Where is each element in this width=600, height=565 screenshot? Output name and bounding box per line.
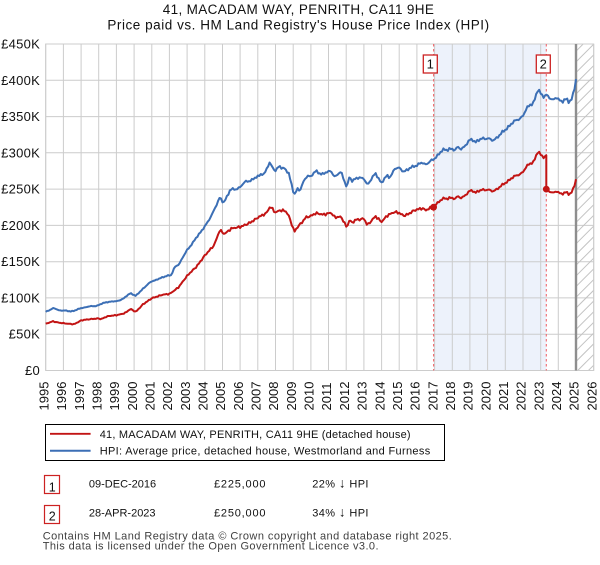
svg-text:2001: 2001 — [143, 382, 158, 411]
svg-text:2025: 2025 — [567, 382, 582, 411]
svg-text:34% ↓ HPI: 34% ↓ HPI — [312, 504, 369, 519]
svg-text:2009: 2009 — [284, 382, 299, 411]
svg-text:This data is licensed under th: This data is licensed under the Open Gov… — [43, 541, 379, 553]
svg-text:£250K: £250K — [1, 182, 40, 197]
svg-text:£0: £0 — [25, 363, 40, 378]
svg-text:2011: 2011 — [319, 383, 334, 411]
svg-text:2: 2 — [540, 57, 547, 72]
svg-text:41, MACADAM WAY, PENRITH, CA11: 41, MACADAM WAY, PENRITH, CA11 9HE — [163, 2, 434, 17]
svg-text:£150K: £150K — [1, 254, 40, 269]
svg-text:Price paid vs. HM Land Registr: Price paid vs. HM Land Registry's House … — [107, 18, 489, 33]
svg-text:£450K: £450K — [1, 37, 40, 52]
svg-text:2013: 2013 — [355, 382, 370, 411]
svg-text:2019: 2019 — [461, 382, 476, 411]
svg-text:£300K: £300K — [1, 145, 40, 160]
svg-text:2021: 2021 — [496, 382, 511, 411]
svg-text:£200K: £200K — [1, 218, 40, 233]
svg-text:HPI: Average price, detached h: HPI: Average price, detached house, West… — [100, 446, 431, 458]
svg-text:09-DEC-2016: 09-DEC-2016 — [89, 478, 156, 490]
svg-text:2004: 2004 — [196, 382, 211, 411]
svg-text:1997: 1997 — [72, 382, 87, 411]
svg-text:£350K: £350K — [1, 109, 40, 124]
svg-text:£50K: £50K — [9, 327, 40, 342]
svg-text:1: 1 — [49, 480, 56, 494]
svg-text:2026: 2026 — [584, 382, 599, 411]
svg-text:2006: 2006 — [231, 382, 246, 411]
svg-text:£225,000: £225,000 — [214, 478, 266, 490]
svg-text:£250,000: £250,000 — [214, 507, 266, 519]
svg-text:2016: 2016 — [408, 382, 423, 411]
svg-text:2010: 2010 — [302, 382, 317, 411]
svg-text:2022: 2022 — [514, 382, 529, 411]
svg-text:2020: 2020 — [478, 382, 493, 411]
svg-text:1: 1 — [427, 57, 434, 72]
svg-text:41, MACADAM WAY, PENRITH, CA11: 41, MACADAM WAY, PENRITH, CA11 9HE (deta… — [100, 429, 411, 441]
svg-text:2003: 2003 — [178, 382, 193, 411]
svg-text:£400K: £400K — [1, 73, 40, 88]
svg-text:£100K: £100K — [1, 290, 40, 305]
svg-text:1999: 1999 — [107, 382, 122, 411]
svg-text:2000: 2000 — [125, 382, 140, 411]
svg-text:22% ↓ HPI: 22% ↓ HPI — [312, 475, 369, 490]
svg-text:1998: 1998 — [89, 382, 104, 411]
svg-text:2023: 2023 — [531, 382, 546, 411]
svg-text:2005: 2005 — [213, 382, 228, 411]
svg-text:2015: 2015 — [390, 382, 405, 411]
svg-text:1995: 1995 — [36, 382, 51, 411]
svg-text:28-APR-2023: 28-APR-2023 — [89, 507, 156, 519]
svg-text:2007: 2007 — [249, 382, 264, 411]
svg-text:2024: 2024 — [549, 382, 564, 411]
svg-text:2: 2 — [49, 510, 56, 524]
svg-text:2002: 2002 — [160, 382, 175, 411]
svg-text:1996: 1996 — [54, 382, 69, 411]
svg-text:2008: 2008 — [266, 382, 281, 411]
svg-text:2014: 2014 — [372, 382, 387, 411]
svg-text:2012: 2012 — [337, 382, 352, 411]
svg-text:2017: 2017 — [425, 382, 440, 411]
svg-text:2018: 2018 — [443, 382, 458, 411]
